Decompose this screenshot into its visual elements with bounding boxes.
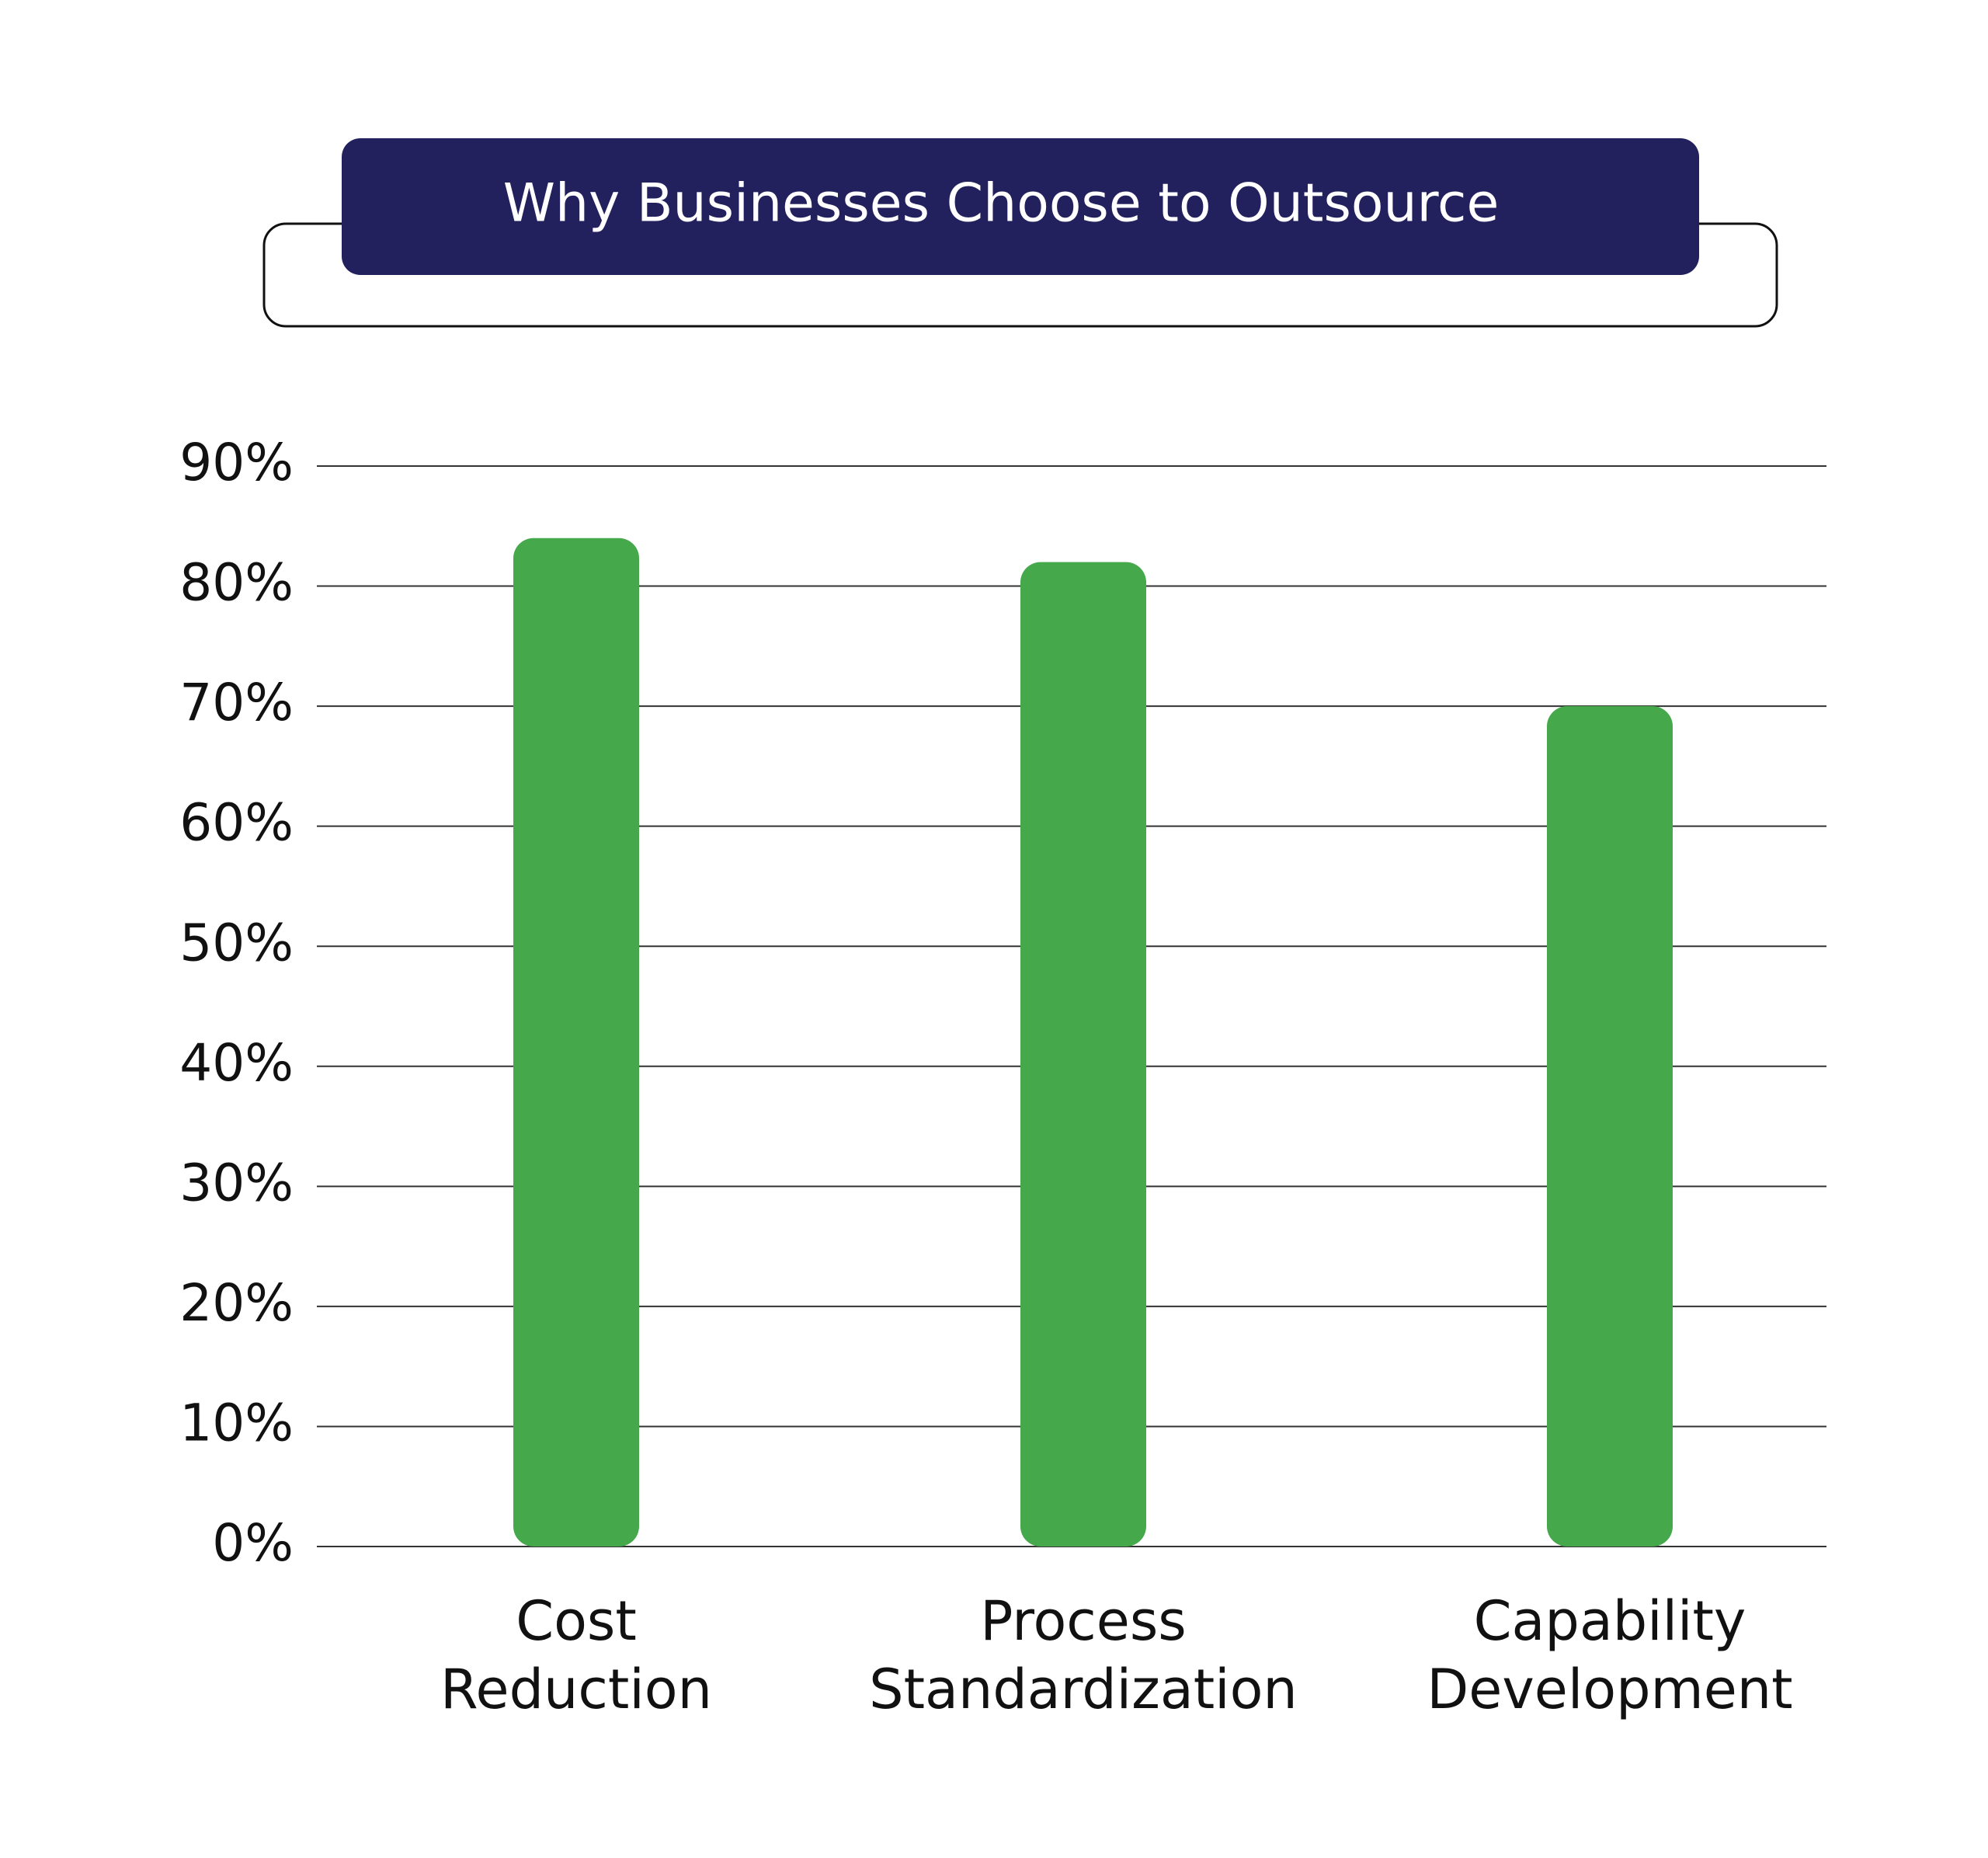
x-category-label: Cost — [516, 1589, 637, 1653]
bar — [513, 538, 639, 1547]
x-category-label: Reduction — [440, 1658, 712, 1721]
bars — [513, 538, 1673, 1547]
chart-title: Why Businesses Choose to Outsource — [503, 173, 1500, 235]
y-tick-label: 0% — [212, 1513, 294, 1573]
y-tick-label: 50% — [179, 913, 294, 972]
x-category-label: Process — [980, 1589, 1187, 1653]
y-tick-label: 10% — [179, 1394, 294, 1453]
y-tick-label: 70% — [179, 673, 294, 732]
bar — [1547, 706, 1673, 1547]
y-tick-label: 90% — [179, 433, 294, 492]
y-tick-label: 20% — [179, 1273, 294, 1333]
y-axis-ticks: 0% 10% 20% 30% 40% 50% 60% 70% 80% 90% — [179, 433, 294, 1573]
y-tick-label: 60% — [179, 793, 294, 853]
title-banner — [342, 138, 1699, 275]
y-tick-label: 30% — [179, 1153, 294, 1213]
bar — [1020, 562, 1146, 1547]
y-tick-label: 80% — [179, 553, 294, 613]
y-tick-label: 40% — [179, 1033, 294, 1093]
x-category-label: Development — [1427, 1658, 1792, 1721]
x-category-label: Standardization — [869, 1658, 1298, 1721]
x-category-label: Capability — [1474, 1589, 1746, 1653]
